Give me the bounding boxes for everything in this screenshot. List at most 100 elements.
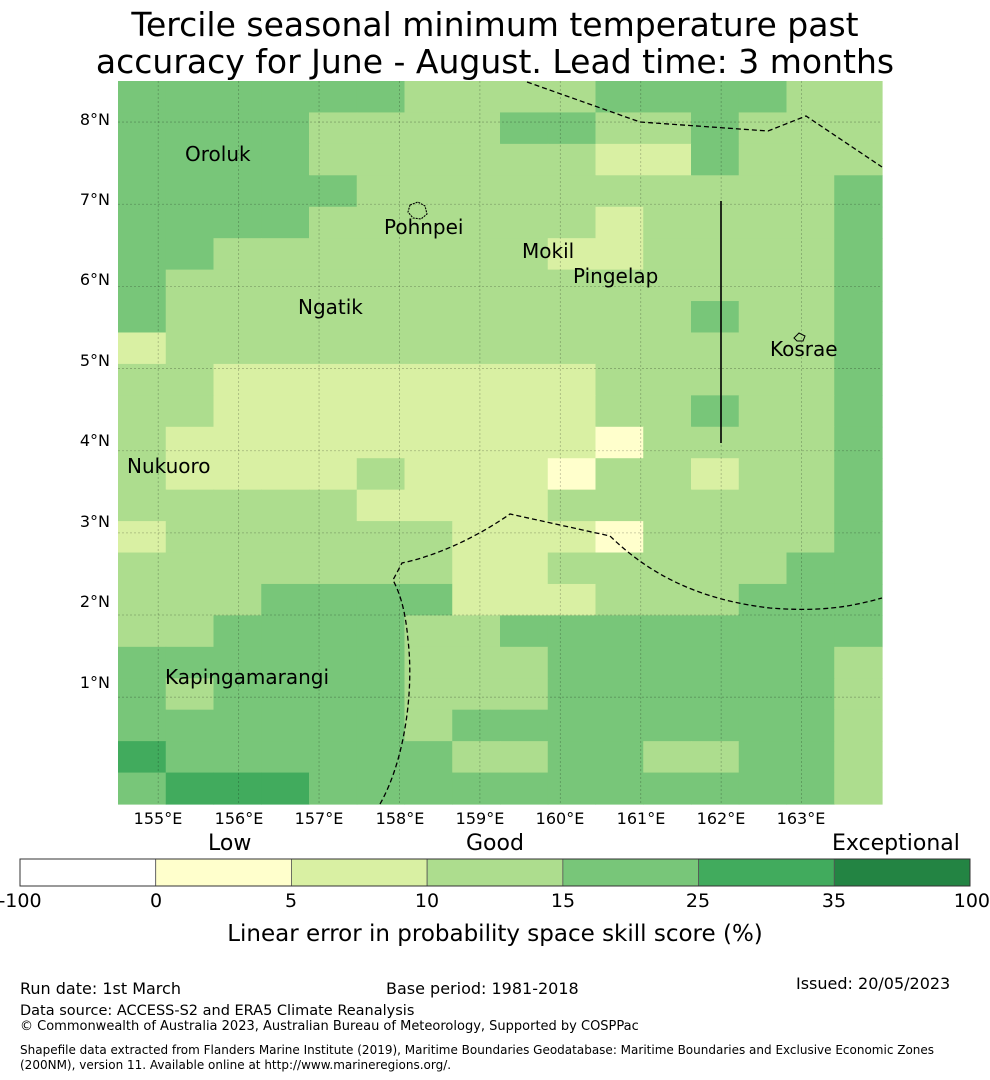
- lon-tick-label: 162°E: [696, 809, 746, 828]
- grid-cell: [356, 426, 406, 459]
- grid-cell: [595, 395, 644, 428]
- grid-cell: [165, 269, 215, 302]
- grid-cell: [595, 269, 644, 302]
- grid-cell: [404, 175, 453, 208]
- grid-cell: [356, 646, 406, 679]
- grid-cell: [165, 175, 215, 208]
- grid-cell: [643, 741, 692, 774]
- grid-cell: [643, 615, 692, 648]
- grid-cell: [691, 238, 740, 271]
- shapefile-credit: Shapefile data extracted from Flanders M…: [20, 1043, 935, 1072]
- grid-cell: [356, 112, 406, 145]
- grid-cell: [404, 363, 453, 396]
- grid-cell: [500, 709, 549, 742]
- lon-tick-label: 158°E: [375, 809, 425, 828]
- grid-cell: [547, 269, 597, 302]
- place-label-nukuoro: Nukuoro: [127, 454, 211, 478]
- category-label-exceptional: Exceptional: [832, 831, 960, 856]
- lon-tick-label: 159°E: [455, 809, 505, 828]
- grid-cell: [118, 583, 167, 616]
- grid-cell: [118, 363, 167, 396]
- lat-tick-label: 7°N: [79, 190, 110, 209]
- grid-cell: [500, 426, 549, 459]
- grid-cell: [452, 741, 501, 774]
- grid-cell: [643, 143, 692, 176]
- grid-cell: [404, 615, 453, 648]
- grid-cell: [452, 521, 501, 554]
- grid-cell: [691, 521, 740, 554]
- grid-cell: [261, 426, 310, 459]
- grid-cell: [261, 175, 310, 208]
- grid-cell: [356, 521, 406, 554]
- grid-cell: [213, 426, 262, 459]
- grid-cell: [738, 175, 788, 208]
- grid-cell: [404, 709, 453, 742]
- colorbar-segment: [426, 858, 564, 887]
- grid-cell: [691, 332, 740, 365]
- grid-cell: [595, 678, 644, 711]
- grid-cell: [118, 332, 167, 365]
- grid-cell: [213, 521, 262, 554]
- grid-cell: [786, 772, 835, 805]
- grid-cell: [404, 301, 453, 334]
- grid-cell: [738, 521, 788, 554]
- grid-cell: [691, 81, 740, 114]
- grid-cell: [691, 583, 740, 616]
- grid-cell: [118, 238, 167, 271]
- grid-cell: [404, 395, 453, 428]
- colorbar-tick-label: 0: [149, 890, 163, 912]
- colorbar-segment: [155, 858, 292, 887]
- grid-cell: [738, 332, 788, 365]
- grid-cell: [595, 772, 644, 805]
- grid-cell: [547, 772, 597, 805]
- colorbar-title: Linear error in probability space skill …: [227, 921, 763, 947]
- grid-cell: [547, 489, 597, 522]
- grid-cell: [643, 458, 692, 491]
- grid-cell: [309, 175, 358, 208]
- grid-cell: [643, 238, 692, 271]
- grid-cell: [786, 395, 835, 428]
- grid-cell: [165, 741, 215, 774]
- grid-cell: [643, 301, 692, 334]
- grid-cell: [500, 615, 549, 648]
- grid-cell: [643, 269, 692, 302]
- grid-cell: [595, 175, 644, 208]
- grid-cell: [834, 678, 883, 711]
- grid-cell: [595, 332, 644, 365]
- grid-cell: [165, 332, 215, 365]
- grid-cell: [165, 426, 215, 459]
- grid-cell: [500, 646, 549, 679]
- grid-cell: [786, 143, 835, 176]
- grid-cell: [309, 426, 358, 459]
- grid-cell: [356, 206, 406, 239]
- grid-cell: [500, 395, 549, 428]
- grid-cell: [404, 678, 453, 711]
- grid-cell: [309, 238, 358, 271]
- grid-cell: [786, 175, 835, 208]
- grid-cell: [643, 489, 692, 522]
- grid-cell: [738, 81, 788, 114]
- lon-tick-label: 156°E: [214, 809, 264, 828]
- grid-cell: [309, 678, 358, 711]
- grid-cell: [452, 238, 501, 271]
- grid-cell: [500, 552, 549, 585]
- grid-cell: [118, 426, 167, 459]
- lon-tick-label: 160°E: [535, 809, 585, 828]
- grid-cell: [165, 458, 215, 491]
- eez-boundaries: [379, 81, 883, 805]
- lon-tick-label: 161°E: [616, 809, 666, 828]
- grid-cell: [213, 583, 262, 616]
- category-label-low: Low: [208, 831, 252, 856]
- grid-cell: [691, 741, 740, 774]
- grid-cell: [213, 709, 262, 742]
- grid-cell: [738, 772, 788, 805]
- grid-cell: [738, 646, 788, 679]
- grid-cell: [595, 552, 644, 585]
- grid-cell: [834, 772, 883, 805]
- grid-cell: [356, 332, 406, 365]
- place-label-kapingamarangi: Kapingamarangi: [165, 665, 330, 689]
- grid-cell: [738, 583, 788, 616]
- grid-cell: [261, 332, 310, 365]
- grid-cell: [834, 458, 883, 491]
- grid-cell: [213, 269, 262, 302]
